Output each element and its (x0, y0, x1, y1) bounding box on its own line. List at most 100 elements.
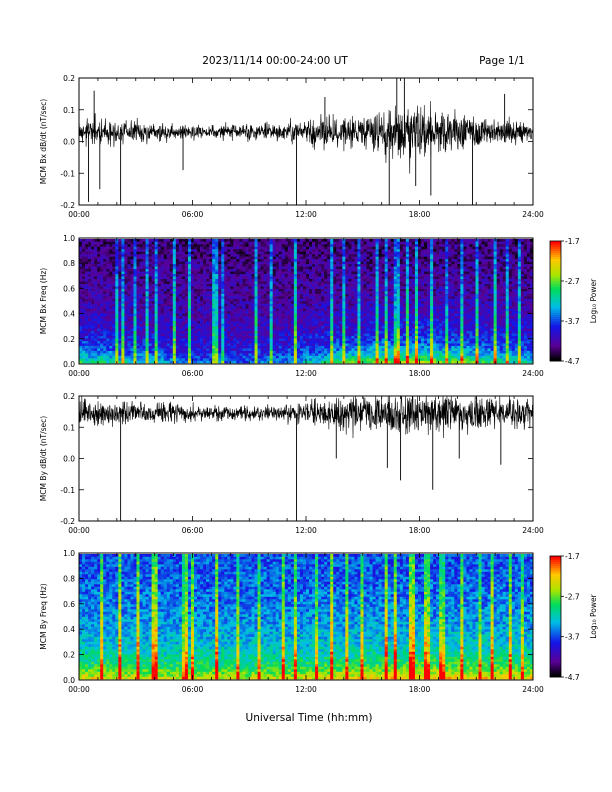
heatmap-cell (154, 335, 158, 339)
heatmap-cell (148, 248, 152, 252)
heatmap-cell (233, 343, 237, 346)
heatmap-cell (82, 338, 86, 341)
heatmap-cell (97, 239, 101, 242)
heatmap-cell (299, 350, 304, 354)
heatmap-cell (312, 248, 316, 252)
heatmap-cell (227, 313, 231, 317)
heatmap-cell (151, 305, 155, 309)
heatmap-cell (136, 310, 140, 314)
heatmap-cell (290, 343, 295, 346)
heatmap-cell (278, 358, 283, 361)
heatmap-cell (351, 345, 355, 349)
heatmap-cell (139, 323, 143, 327)
heatmap-cell (160, 251, 165, 255)
heatmap-cell (236, 273, 240, 277)
heatmap-cell (148, 251, 152, 255)
heatmap-cell (269, 358, 274, 361)
heatmap-cell (103, 246, 107, 250)
heatmap-cell (312, 328, 316, 332)
heatmap-cell (169, 305, 174, 309)
heatmap-cell (324, 345, 328, 349)
heatmap-cell (272, 303, 277, 307)
heatmap-cell (366, 263, 370, 267)
heatmap-cell (345, 308, 349, 312)
heatmap-cell (154, 315, 158, 319)
heatmap-cell (351, 313, 355, 317)
heatmap-cell (357, 291, 361, 294)
heatmap-cell (203, 271, 207, 275)
heatmap-cell (312, 278, 316, 282)
heatmap-cell (97, 293, 101, 297)
heatmap-cell (91, 281, 95, 284)
heatmap-cell (296, 318, 301, 322)
heatmap-cell (248, 308, 252, 312)
heatmap-cell (257, 315, 261, 319)
heatmap-cell (275, 243, 280, 247)
heatmap-cell (351, 305, 355, 309)
heatmap-cell (339, 360, 343, 364)
heatmap-cell (127, 340, 131, 344)
heatmap-cell (227, 338, 231, 341)
heatmap-cell (272, 310, 277, 314)
heatmap-cell (236, 318, 240, 322)
heatmap-cell (260, 293, 264, 297)
heatmap-cell (266, 325, 270, 329)
heatmap-cell (118, 318, 122, 322)
heatmap-cell (221, 301, 225, 304)
heatmap-cell (109, 243, 113, 247)
heatmap-cell (190, 273, 195, 277)
heatmap-cell (133, 268, 137, 272)
heatmap-cell (133, 273, 137, 277)
heatmap-cell (106, 310, 110, 314)
heatmap-cell (306, 256, 310, 260)
heatmap-cell (321, 328, 325, 332)
heatmap-cell (209, 276, 213, 279)
heatmap-cell (166, 360, 171, 364)
heatmap-cell (299, 273, 304, 277)
heatmap-cell (278, 239, 283, 242)
heatmap-cell (139, 291, 143, 294)
heatmap-cell (245, 241, 249, 245)
heatmap-cell (184, 333, 189, 337)
heatmap-cell (133, 301, 137, 304)
heatmap-cell (157, 360, 162, 364)
heatmap-cell (366, 358, 370, 361)
heatmap-cell (248, 286, 252, 289)
heatmap-cell (309, 355, 313, 359)
heatmap-cell (169, 345, 174, 349)
heatmap-cell (184, 251, 189, 255)
heatmap-cell (100, 253, 104, 257)
heatmap-cell (239, 318, 243, 322)
heatmap-cell (372, 256, 376, 260)
heatmap-cell (136, 263, 140, 267)
heatmap-cell (224, 355, 228, 359)
heatmap-cell (184, 291, 189, 294)
heatmap-cell (124, 286, 128, 289)
heatmap-cell (236, 315, 240, 319)
heatmap-cell (115, 268, 119, 272)
heatmap-cell (251, 253, 255, 257)
heatmap-cell (236, 350, 240, 354)
heatmap-cell (309, 345, 313, 349)
heatmap-cell (272, 328, 277, 332)
heatmap-cell (112, 315, 116, 319)
heatmap-cell (345, 276, 349, 279)
heatmap-cell (257, 328, 261, 332)
heatmap-cell (287, 325, 292, 329)
heatmap-cell (187, 288, 192, 292)
heatmap-cell (224, 286, 228, 289)
heatmap-cell (194, 345, 198, 349)
heatmap-cell (348, 271, 352, 275)
heatmap-cell (79, 241, 83, 245)
heatmap-cell (218, 330, 222, 334)
heatmap-cell (327, 330, 331, 334)
heatmap-cell (184, 293, 189, 297)
heatmap-cell (169, 256, 174, 260)
heatmap-cell (91, 288, 95, 292)
heatmap-cell (160, 301, 165, 304)
heatmap-cell (227, 335, 231, 339)
heatmap-cell (209, 301, 213, 304)
heatmap-cell (257, 266, 261, 270)
heatmap-cell (97, 271, 101, 275)
heatmap-cell (187, 253, 192, 257)
